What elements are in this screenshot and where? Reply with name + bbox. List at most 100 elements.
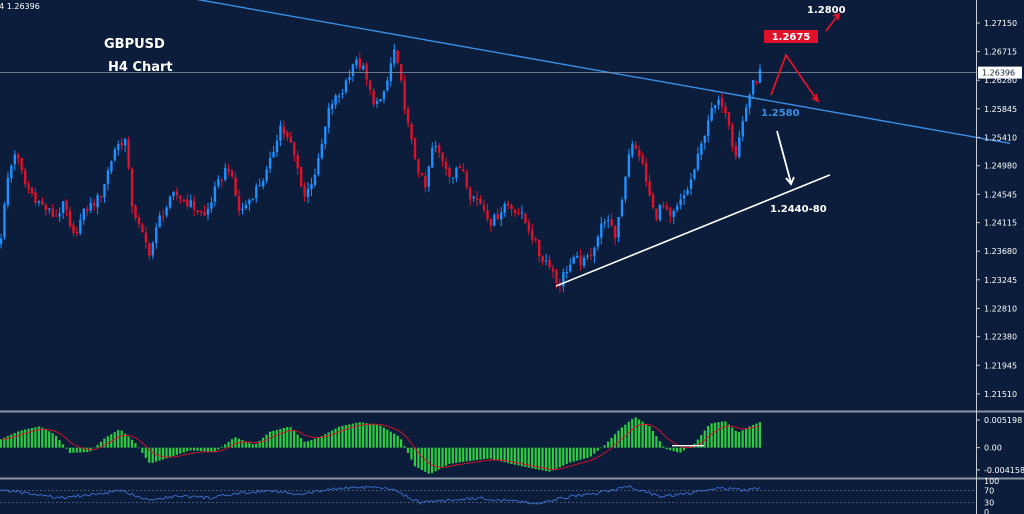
candle-body: [469, 187, 472, 200]
candle-body: [531, 230, 534, 240]
candle-body: [569, 264, 572, 272]
macd-histogram-bar: [603, 445, 606, 448]
macd-histogram-bar: [61, 444, 65, 448]
oscillator-tick-label: 100: [984, 477, 999, 486]
candle-body: [437, 145, 441, 153]
red-arrow-zigzag-icon: [770, 53, 818, 101]
macd-histogram-bar: [527, 447, 530, 468]
macd-histogram-bar: [337, 426, 341, 448]
candle-body: [538, 240, 541, 257]
macd-histogram-bar: [55, 435, 58, 448]
candle-body: [634, 145, 637, 149]
oscillator-tick-label: 30: [984, 499, 994, 508]
macd-histogram-bar: [510, 447, 513, 465]
candle-body: [17, 155, 20, 159]
red-arrow-up-head-icon: [832, 12, 841, 21]
macd-histogram-bar: [193, 447, 196, 451]
candle-body: [72, 224, 75, 234]
macd-histogram-bar: [586, 447, 589, 458]
macd-histogram-bar: [741, 430, 744, 448]
candle-body: [520, 212, 524, 214]
candle-body: [562, 272, 565, 287]
candle-body: [548, 259, 551, 268]
candle-body: [313, 174, 317, 186]
macd-histogram-bar: [400, 439, 403, 448]
candle-body: [434, 145, 437, 148]
candle-body: [731, 125, 734, 147]
price-tick-label: 1.24545: [984, 190, 1017, 199]
macd-histogram-bar: [248, 442, 251, 448]
candle-body: [496, 214, 499, 220]
macd-histogram-bar: [258, 440, 261, 448]
candle-body: [517, 212, 520, 214]
macd-histogram-bar: [127, 436, 130, 448]
macd-histogram-bar: [745, 428, 748, 448]
price-tick-label: 1.21510: [984, 390, 1017, 399]
macd-histogram-bar: [734, 430, 737, 448]
macd-histogram-bar: [341, 425, 344, 448]
candle-body: [106, 170, 110, 184]
candle-body: [648, 181, 651, 196]
macd-histogram-bar: [10, 434, 13, 448]
macd-histogram-bar: [448, 447, 451, 464]
macd-histogram-bar: [320, 436, 323, 448]
upper-trendline[interactable]: [85, 0, 1011, 145]
candle-body: [182, 199, 186, 201]
macd-histogram-bar: [676, 447, 679, 453]
candle-body: [586, 255, 589, 257]
price-tick-label: 1.24980: [984, 162, 1017, 171]
candle-body: [662, 205, 665, 207]
red-arrow-up-icon: [825, 13, 840, 32]
macd-histogram-bar: [106, 436, 109, 448]
macd-histogram-bar: [755, 423, 758, 448]
macd-histogram-bar: [206, 447, 209, 452]
macd-histogram-bar: [213, 447, 216, 452]
macd-histogram-bar: [682, 447, 686, 451]
candle-body: [745, 107, 748, 121]
lower-trendline[interactable]: [555, 174, 831, 287]
candle-body: [713, 105, 717, 108]
macd-histogram-bar: [579, 447, 582, 460]
macd-histogram-bar: [313, 438, 316, 448]
macd-histogram-bar: [572, 447, 575, 462]
macd-histogram-bar: [65, 447, 68, 449]
candle-body: [279, 125, 282, 141]
macd-histogram-bar: [86, 447, 89, 453]
candle-body: [65, 200, 68, 210]
candle-body: [275, 140, 279, 153]
candle-body: [30, 187, 34, 194]
candle-body: [579, 255, 582, 266]
macd-histogram-bar: [296, 434, 299, 448]
macd-histogram-bar: [562, 447, 565, 466]
candle-body: [372, 90, 375, 105]
macd-histogram-bar: [648, 426, 651, 448]
macd-histogram-bar: [506, 447, 510, 464]
macd-histogram-bar: [82, 447, 85, 453]
candle-body: [55, 215, 58, 217]
candle-body: [541, 256, 544, 262]
candle-body: [638, 149, 641, 157]
candle-body: [99, 195, 103, 198]
candle-body: [686, 190, 689, 195]
current-price-tag: [978, 66, 1022, 79]
candle-body: [420, 172, 424, 176]
candle-body: [303, 185, 306, 197]
candle-body: [403, 80, 406, 111]
macd-histogram-bar: [68, 447, 71, 453]
candle-body: [524, 213, 527, 224]
candle-body: [613, 226, 617, 239]
candle-body: [682, 195, 686, 199]
candle-body: [513, 209, 517, 214]
candle-body: [624, 176, 627, 200]
candle-body: [396, 50, 399, 63]
macd-histogram-bar: [117, 430, 120, 448]
candle-body: [355, 59, 358, 65]
macd-histogram-bar: [75, 447, 78, 453]
candle-body: [6, 177, 10, 206]
candle-body: [582, 257, 586, 266]
macd-histogram-bar: [299, 438, 303, 448]
candle-body: [113, 149, 117, 161]
macd-histogram-bar: [0, 439, 3, 448]
macd-histogram-bar: [268, 431, 272, 448]
